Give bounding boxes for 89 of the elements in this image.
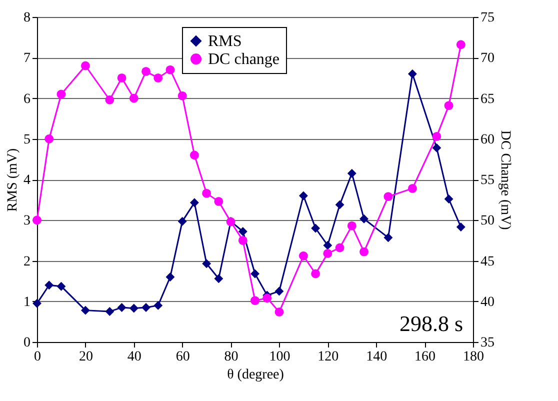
point (202, 259, 212, 268)
y2-tick-label: 40 (480, 294, 494, 310)
point (238, 227, 248, 236)
point (274, 286, 284, 296)
point (274, 307, 284, 316)
y2-tick-label: 55 (480, 173, 494, 188)
point (166, 272, 175, 282)
y-tick-label: 5 (24, 132, 30, 148)
legend-label: DC change (208, 51, 280, 68)
y2-tick-label: 50 (480, 214, 494, 229)
point (250, 269, 260, 278)
point (444, 101, 454, 110)
point (250, 296, 260, 306)
x-tick-label: 180 (463, 350, 484, 364)
point (384, 192, 393, 202)
x-tick-label: 120 (318, 350, 339, 364)
point (178, 216, 187, 226)
point (384, 233, 393, 242)
point (456, 222, 466, 232)
x-tick-label: 160 (414, 350, 436, 364)
point (408, 69, 417, 78)
point (80, 61, 90, 70)
point (154, 73, 163, 82)
annotation: 298.8 s (399, 311, 463, 336)
x-tick-label: 140 (366, 350, 388, 364)
point (262, 294, 272, 303)
point (456, 40, 466, 50)
x-tick-label: 0 (34, 350, 41, 364)
y-tick-label: 3 (24, 214, 30, 229)
y2-tick-label: 65 (480, 92, 494, 107)
point (298, 251, 308, 260)
point (432, 132, 442, 141)
point (347, 221, 356, 230)
y2-tick-label: 70 (480, 51, 494, 66)
y-tick-label: 6 (24, 92, 30, 107)
point (202, 188, 212, 198)
x-tick-label: 40 (127, 350, 142, 364)
point (335, 200, 344, 210)
point (44, 134, 54, 144)
point (335, 243, 344, 252)
point (408, 184, 417, 193)
point (117, 302, 126, 312)
x-tick-label: 100 (269, 350, 290, 364)
legend-label: RMS (208, 33, 242, 50)
point (347, 168, 356, 178)
point (311, 269, 320, 278)
point (44, 280, 54, 290)
y2-tick-label: 75 (480, 10, 494, 26)
point (80, 306, 90, 315)
point (214, 274, 224, 284)
y2-tick-label: 60 (480, 132, 494, 148)
point (142, 66, 150, 76)
y-tick-label: 4 (24, 173, 30, 188)
point (129, 94, 138, 103)
point (56, 282, 66, 291)
point (117, 73, 126, 82)
point (166, 65, 175, 74)
point (360, 247, 368, 256)
point (323, 248, 332, 258)
y-tick-label: 2 (24, 254, 30, 270)
point (129, 304, 138, 313)
y2-tick-label: 45 (480, 254, 494, 270)
point (360, 214, 368, 224)
point (238, 236, 248, 245)
x-tick-label: 80 (224, 350, 238, 364)
point (298, 191, 308, 200)
x-axis-title: θ (degree) (227, 368, 284, 382)
y-tick-label: 0 (24, 336, 30, 350)
y-tick-label: 7 (24, 51, 30, 66)
point (142, 302, 150, 312)
point (432, 143, 442, 152)
point (154, 300, 163, 310)
y2-tick-label: 35 (480, 336, 494, 350)
y-tick-label: 1 (24, 294, 30, 310)
y2-axis-title: DC Change (mV) (498, 130, 512, 230)
y-axis-title: RMS (mV) (6, 148, 20, 212)
point (323, 240, 332, 250)
y-tick-label: 8 (24, 10, 30, 26)
point (190, 150, 199, 160)
point (56, 90, 66, 99)
x-tick-label: 20 (78, 350, 93, 364)
point (190, 198, 199, 208)
point (311, 224, 320, 233)
point (444, 194, 454, 204)
point (105, 307, 114, 316)
point (214, 196, 224, 206)
point (105, 95, 114, 104)
x-tick-label: 60 (176, 350, 190, 364)
point (178, 91, 187, 100)
